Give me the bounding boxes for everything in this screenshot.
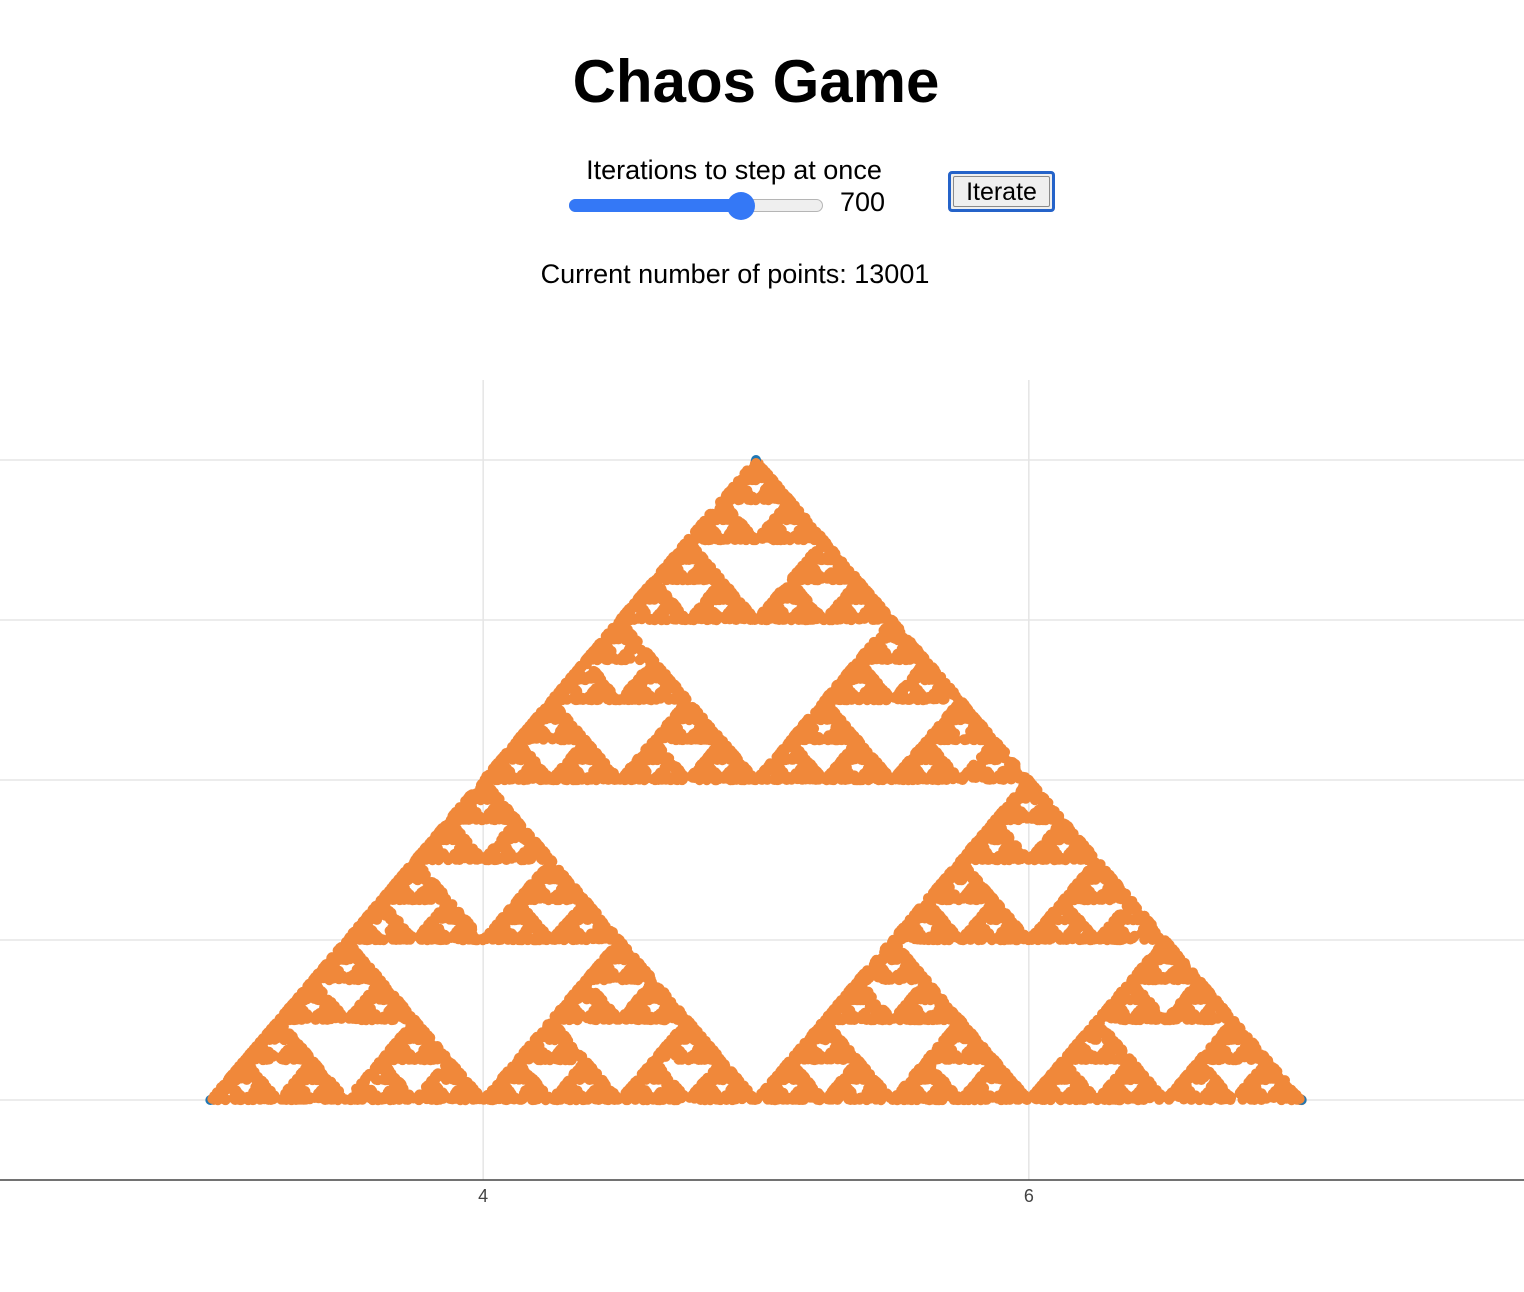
page-title: Chaos Game xyxy=(572,48,940,115)
points-layer xyxy=(205,455,1307,1106)
x-tick-label-1: 6 xyxy=(1024,1186,1034,1206)
vertex-overlap-0 xyxy=(207,1094,218,1104)
slider-fill xyxy=(569,199,742,212)
x-tick-label-0: 4 xyxy=(478,1186,488,1206)
iterate-button-label: Iterate xyxy=(953,176,1050,207)
iterations-slider-value: 700 xyxy=(840,187,886,217)
vertex-overlap-1 xyxy=(1294,1094,1305,1104)
iterations-slider[interactable] xyxy=(569,192,823,220)
iterate-button[interactable]: Iterate xyxy=(948,171,1055,212)
iterations-control: Iterations to step at once xyxy=(566,152,906,222)
vertex-overlap-2 xyxy=(750,458,761,468)
points-count-status: Current number of points: 13001 xyxy=(540,259,930,289)
slider-thumb[interactable] xyxy=(727,192,756,220)
chaos-points xyxy=(207,456,1307,1106)
iterations-slider-label: Iterations to step at once xyxy=(586,155,882,185)
